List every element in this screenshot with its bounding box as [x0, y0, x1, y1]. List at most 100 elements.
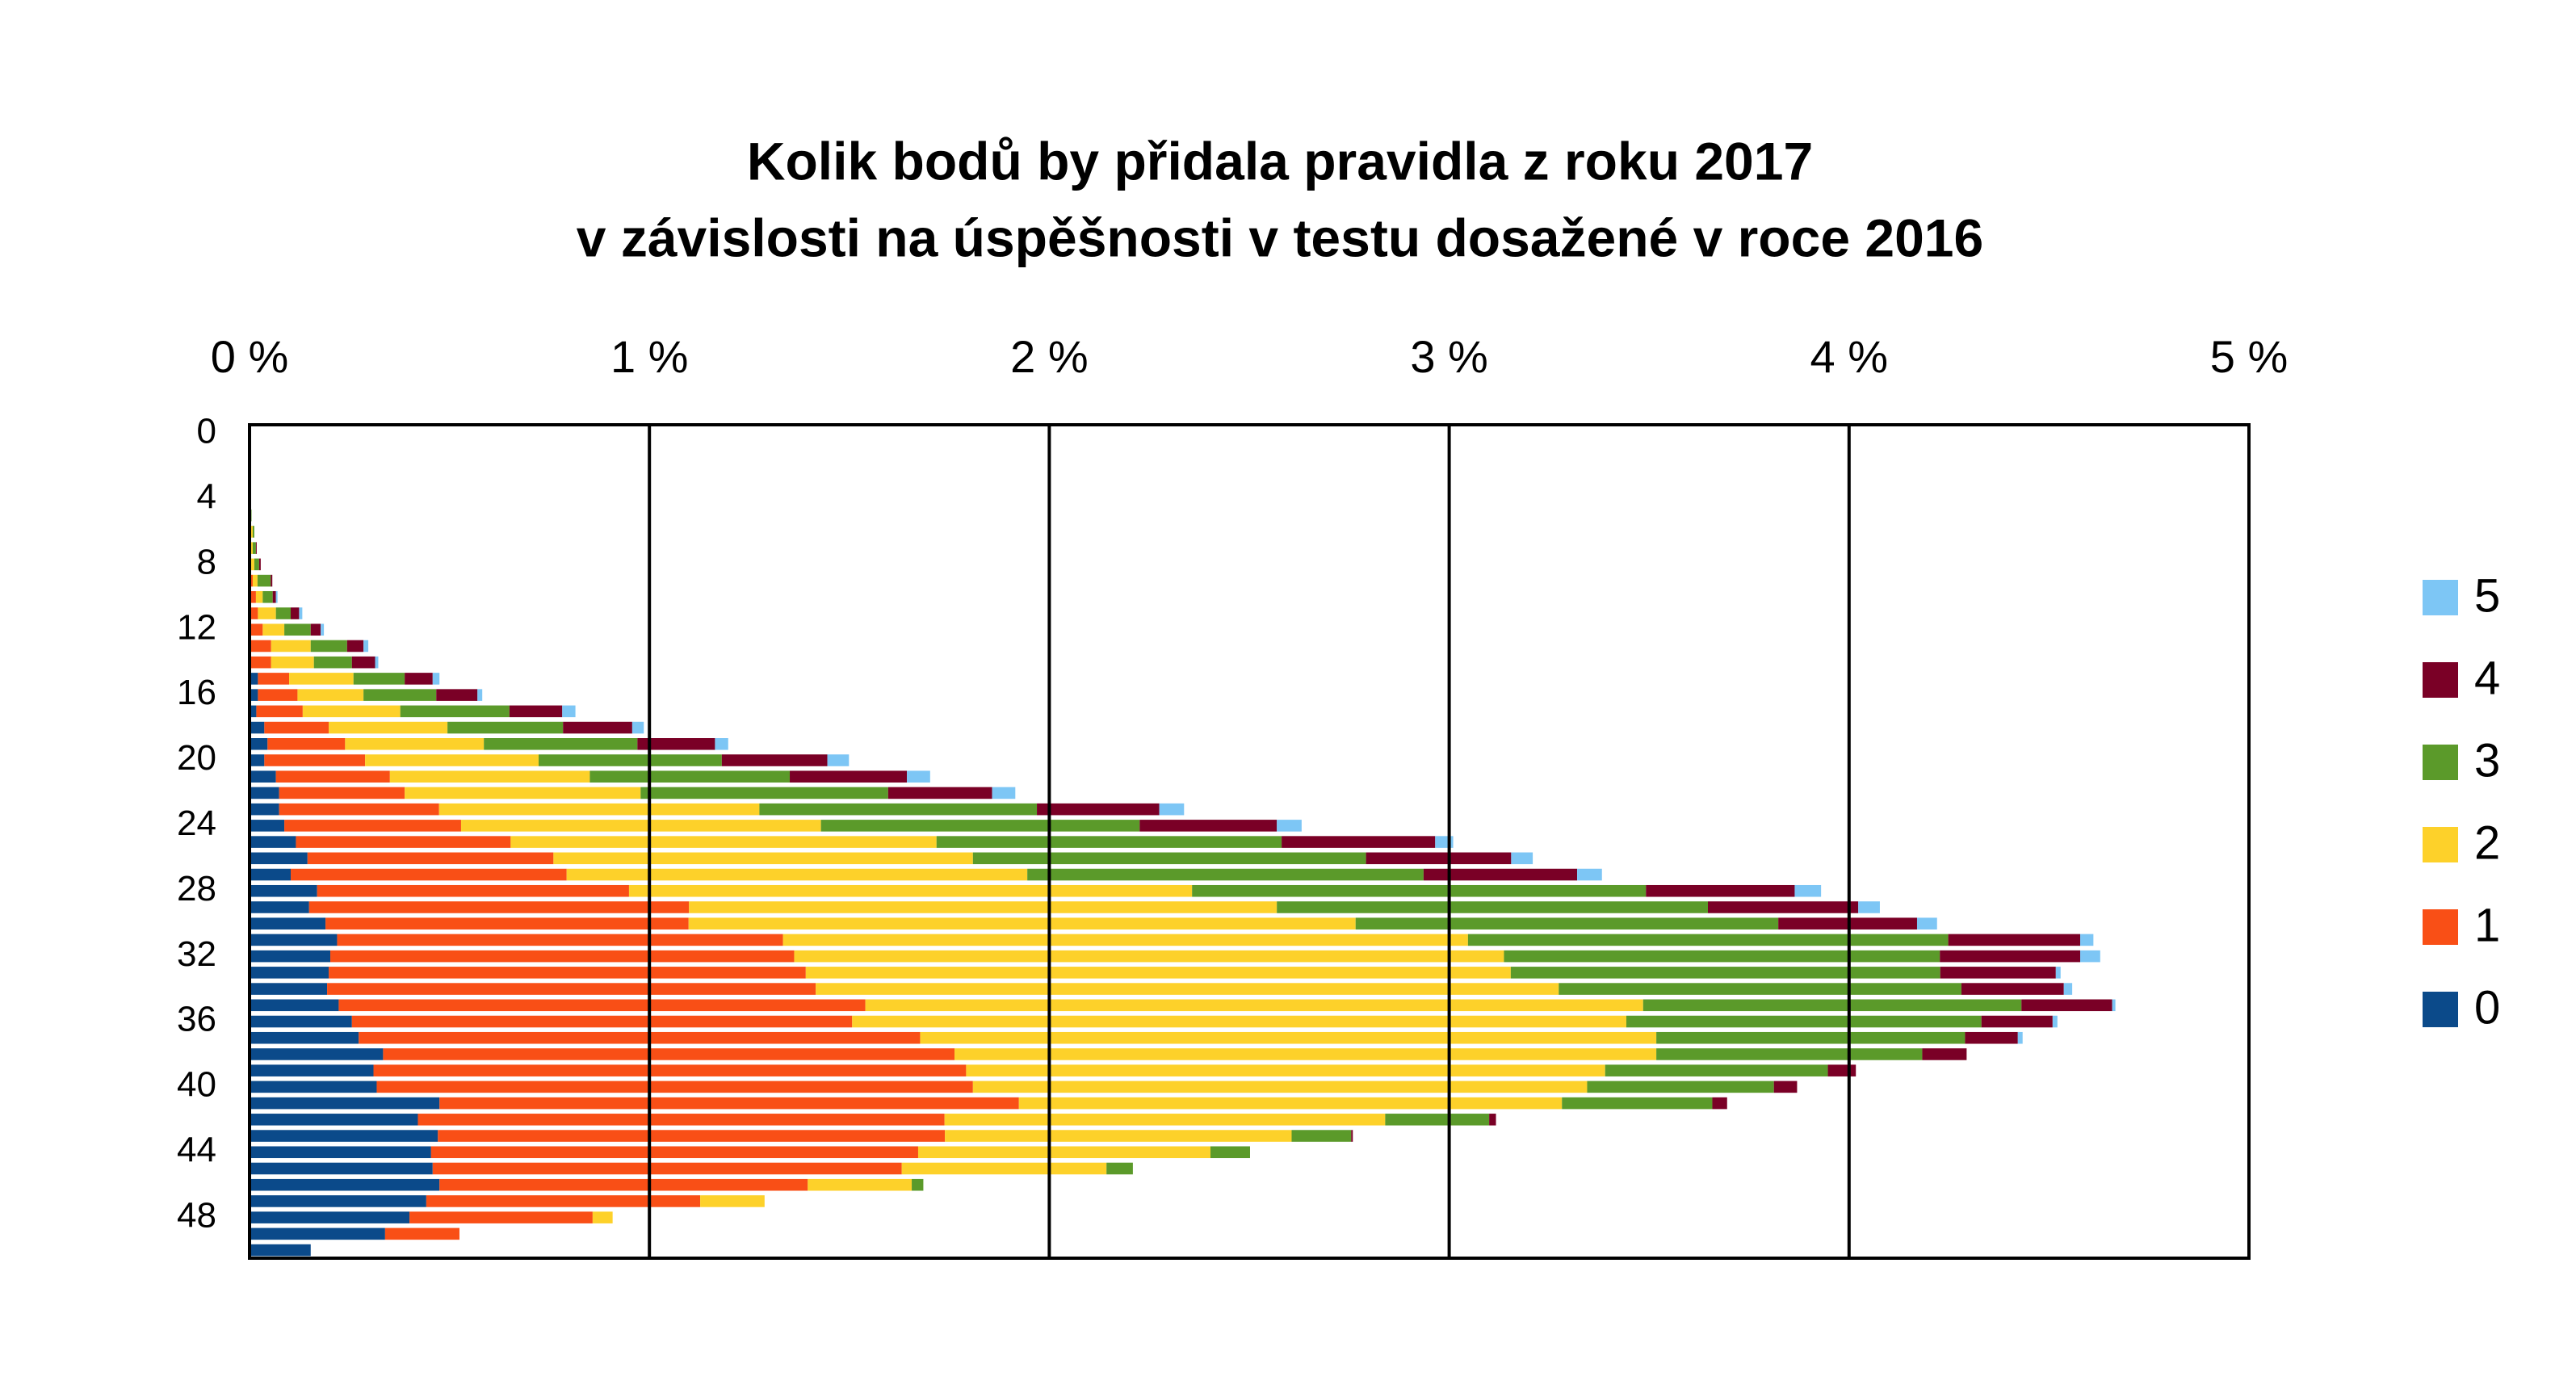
bar-segment [436, 689, 478, 701]
bar-segment [250, 836, 296, 848]
bar-segment [250, 1114, 418, 1126]
bar-segment [389, 770, 590, 783]
bar-segment [700, 1195, 765, 1207]
bar-segment [250, 591, 256, 603]
bar-segment [297, 689, 364, 701]
bar-segment [2080, 934, 2094, 946]
bar-segment [250, 934, 338, 946]
bar-segment [1940, 950, 2081, 963]
bar-segment [271, 574, 273, 587]
bar-segment [250, 1162, 433, 1175]
bar-segment [920, 1031, 1657, 1044]
bar-segment [250, 901, 309, 913]
bar-segment [267, 738, 346, 750]
bar-segment [912, 1178, 924, 1191]
legend-label: 4 [2474, 652, 2500, 704]
bar-segment [1282, 836, 1436, 848]
bar-segment [284, 820, 461, 832]
bar-segment [250, 607, 258, 619]
bar-segment [250, 1244, 311, 1257]
bar-segment [250, 1064, 374, 1076]
chart-title: v závislosti na úspěšnosti v testu dosaž… [577, 208, 1983, 267]
x-tick-label: 0 % [211, 331, 289, 382]
bar-segment [592, 1211, 613, 1223]
bar-segment [329, 721, 448, 734]
bar-segment [1559, 983, 1961, 995]
bar-segment [250, 558, 254, 571]
bar-segment [794, 950, 1504, 963]
bar-segment [250, 868, 292, 881]
bar-segment [972, 1081, 1588, 1093]
bar-segment [1965, 1031, 2018, 1044]
bar-segment [1707, 901, 1859, 913]
bar-segment [250, 917, 326, 929]
bar-segment [255, 591, 263, 603]
bar-segment [1643, 999, 2022, 1012]
bar-segment [337, 934, 783, 946]
bar-segment [375, 656, 379, 669]
bar-segment [279, 803, 439, 816]
bar-segment [1940, 967, 2056, 979]
bar-segment [250, 820, 285, 832]
bar-segment [460, 820, 821, 832]
bar-segment [790, 770, 908, 783]
y-tick-label: 32 [177, 934, 216, 974]
bar-segment [405, 673, 433, 685]
bar-segment [284, 623, 311, 636]
bar-segment [430, 1146, 918, 1159]
bar-segment [409, 1211, 593, 1223]
bar-segment [271, 656, 314, 669]
bar-segment [721, 754, 828, 766]
bar-segment [250, 673, 258, 685]
bar-segment [1827, 1064, 1856, 1076]
bar-segment [992, 787, 1016, 799]
bar-segment [250, 1227, 385, 1240]
bar-segment [808, 1178, 913, 1191]
bar-segment [258, 558, 261, 571]
bar-segment [345, 738, 485, 750]
bar-segment [250, 967, 329, 979]
bar-segment [1712, 1097, 1727, 1110]
bar-segment [1948, 934, 2081, 946]
bar-segment [250, 705, 257, 718]
bar-segment [439, 1097, 1019, 1110]
bar-segment [250, 640, 271, 653]
bar-segment [628, 884, 1193, 897]
bar-segment [1605, 1064, 1828, 1076]
legend-swatch [2423, 992, 2458, 1027]
x-tick-label: 2 % [1010, 331, 1089, 382]
bar-segment [400, 705, 510, 718]
legend-label: 1 [2474, 899, 2500, 951]
legend-label: 2 [2474, 816, 2500, 869]
bar-segment [250, 884, 317, 897]
bar-segment [1210, 1146, 1250, 1159]
bar-segment [376, 1081, 973, 1093]
bar-segment [257, 574, 271, 587]
bar-segment [820, 820, 1140, 832]
bar-segment [250, 1178, 440, 1191]
bar-segment [1277, 820, 1302, 832]
bar-segment [715, 738, 728, 750]
bar-segment [250, 1130, 438, 1142]
bar-segment [2055, 967, 2061, 979]
bar-segment [945, 1130, 1292, 1142]
bar-segment [477, 689, 483, 701]
bar-segment [271, 640, 311, 653]
bar-segment [566, 868, 1028, 881]
bar-segment [359, 1031, 921, 1044]
bar-segment [250, 1048, 384, 1060]
bar-segment [250, 754, 265, 766]
bar-segment [432, 1162, 902, 1175]
bar-segment [308, 901, 690, 913]
bar-segment [805, 967, 1511, 979]
bar-segment [1385, 1114, 1490, 1126]
bar-segment [1291, 1130, 1352, 1142]
bar-segment [1626, 1015, 1982, 1028]
bar-segment [1027, 868, 1424, 881]
bar-segment [438, 1130, 946, 1142]
bar-segment [865, 999, 1643, 1012]
bar-segment [1018, 1097, 1563, 1110]
bar-segment [1916, 917, 1937, 929]
bar-segment [321, 623, 325, 636]
